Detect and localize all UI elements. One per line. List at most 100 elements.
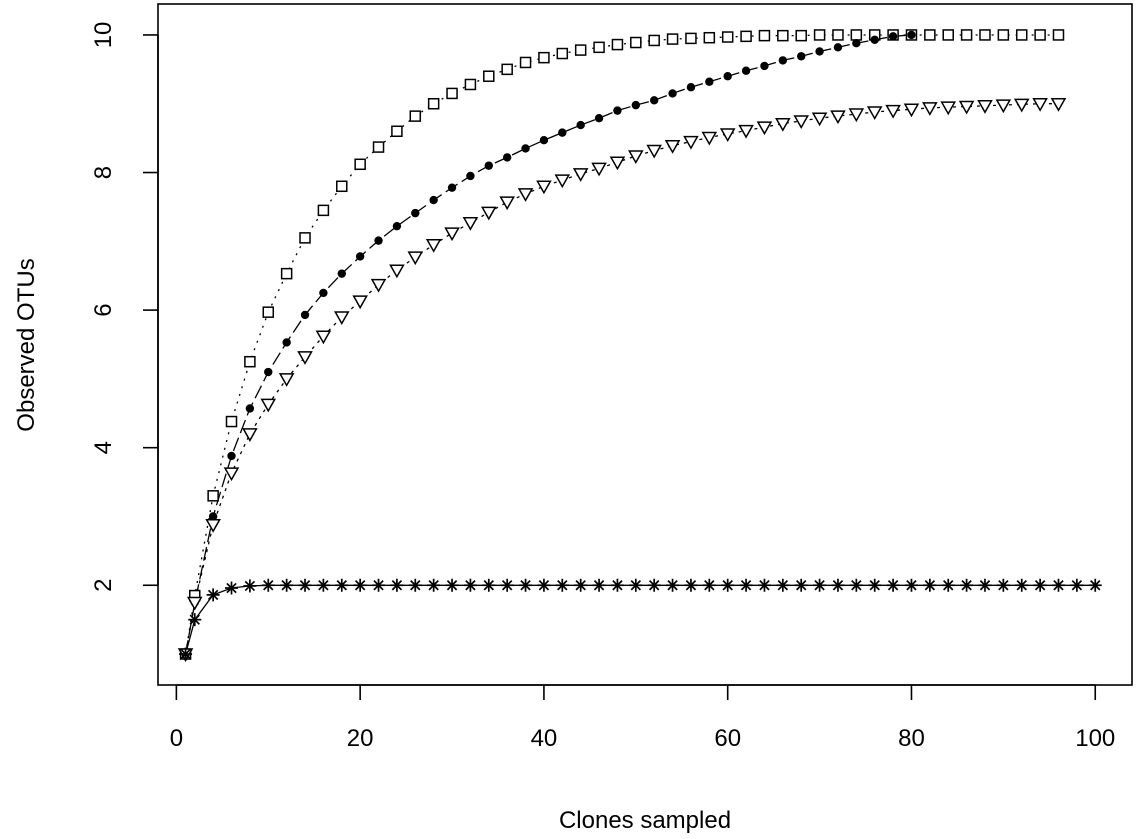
triangle-point [885, 104, 901, 119]
square-point [427, 97, 440, 110]
square-point [244, 355, 256, 368]
triangle-point [719, 128, 736, 143]
square-point [703, 31, 716, 44]
triangle-point [352, 295, 368, 310]
triangle-point [995, 99, 1012, 114]
circle-point [833, 43, 843, 52]
triangle-point [793, 115, 809, 129]
asterisk-stroke [704, 580, 715, 591]
asterisk-stroke [943, 580, 954, 591]
asterisk-stroke [832, 580, 844, 591]
asterisk-stroke [851, 580, 862, 591]
asterisk-point [978, 578, 992, 592]
circle-point [870, 35, 879, 44]
asterisk-point [739, 578, 753, 592]
asterisk-point [179, 647, 193, 661]
asterisk-point [482, 578, 496, 592]
square-point [519, 56, 532, 69]
asterisk-stroke [446, 580, 458, 591]
asterisk-stroke [391, 580, 403, 591]
asterisk-stroke [998, 580, 1009, 591]
circle-point [741, 66, 751, 75]
asterisk-stroke [336, 580, 347, 591]
square-point [832, 29, 844, 41]
y-tick-label: 6 [90, 303, 117, 316]
series-curve-2 [184, 34, 912, 655]
asterisk-stroke [1071, 580, 1083, 591]
triangle-point [977, 100, 993, 114]
square-point [721, 31, 734, 43]
asterisk-point [555, 578, 569, 592]
square-point [850, 29, 863, 41]
asterisk-point [941, 578, 955, 592]
triangle-point [205, 518, 221, 533]
asterisk-stroke [1034, 580, 1046, 591]
x-tick-label: 100 [1075, 725, 1115, 752]
y-tick-label: 8 [90, 166, 117, 179]
square-point [538, 51, 550, 64]
triangle-point [333, 311, 350, 326]
square-point [630, 36, 642, 49]
circle-point [411, 208, 420, 218]
triangle-point [370, 278, 387, 293]
x-tick-label: 80 [898, 725, 925, 752]
circle-point [613, 106, 622, 115]
circle-point [502, 153, 512, 162]
asterisk-stroke [299, 580, 311, 591]
asterisk-stroke [1090, 580, 1101, 591]
circle-point [447, 183, 457, 192]
asterisk-point [574, 578, 588, 592]
square-point [593, 41, 605, 54]
square-point [354, 158, 366, 171]
asterisk-point [757, 578, 771, 592]
asterisk-stroke [685, 580, 697, 591]
circle-point [558, 128, 567, 137]
triangle-point [830, 110, 846, 125]
asterisk-point [1015, 578, 1029, 592]
asterisk-point [1088, 578, 1102, 592]
asterisk-stroke [207, 589, 219, 601]
asterisk-stroke [226, 582, 237, 594]
asterisk-point [537, 578, 551, 592]
circle-point [631, 100, 641, 110]
circle-point [355, 252, 365, 261]
x-tick-label: 20 [347, 725, 374, 752]
circle-point [649, 96, 659, 105]
triangle-point [481, 206, 497, 221]
asterisk-stroke [1053, 580, 1064, 591]
asterisk-point [353, 578, 367, 592]
square-point [1015, 29, 1028, 41]
y-tick-label: 4 [90, 441, 117, 454]
asterisk-point [1033, 578, 1047, 592]
circle-point [319, 288, 328, 298]
triangle-point [903, 103, 920, 118]
triangle-point [444, 227, 460, 242]
asterisk-point [721, 578, 735, 592]
asterisk-point [445, 578, 459, 592]
series-curve-1 [184, 34, 1059, 655]
markers [177, 29, 1102, 663]
circle-point [686, 83, 696, 92]
asterisk-point [280, 578, 294, 592]
square-point [997, 29, 1010, 41]
square-point [280, 267, 293, 280]
asterisk-stroke [924, 580, 936, 591]
square-point [464, 78, 477, 91]
square-point [409, 110, 422, 122]
asterisk-stroke [263, 580, 274, 591]
x-axis-title: Clones sampled [559, 807, 731, 834]
triangle-point [646, 144, 662, 159]
asterisk-stroke [961, 580, 972, 591]
circle-point [264, 367, 273, 377]
triangle-point [683, 135, 699, 150]
circle-point [888, 32, 898, 41]
asterisk-stroke [483, 580, 494, 591]
triangle-point [1013, 98, 1030, 113]
circle-point [778, 56, 788, 65]
triangle-point [315, 330, 332, 345]
square-point [795, 29, 807, 42]
circle-point [466, 171, 475, 181]
y-tick-label: 2 [90, 579, 117, 592]
series-curve-4 [184, 584, 1096, 655]
asterisk-point [886, 578, 900, 592]
